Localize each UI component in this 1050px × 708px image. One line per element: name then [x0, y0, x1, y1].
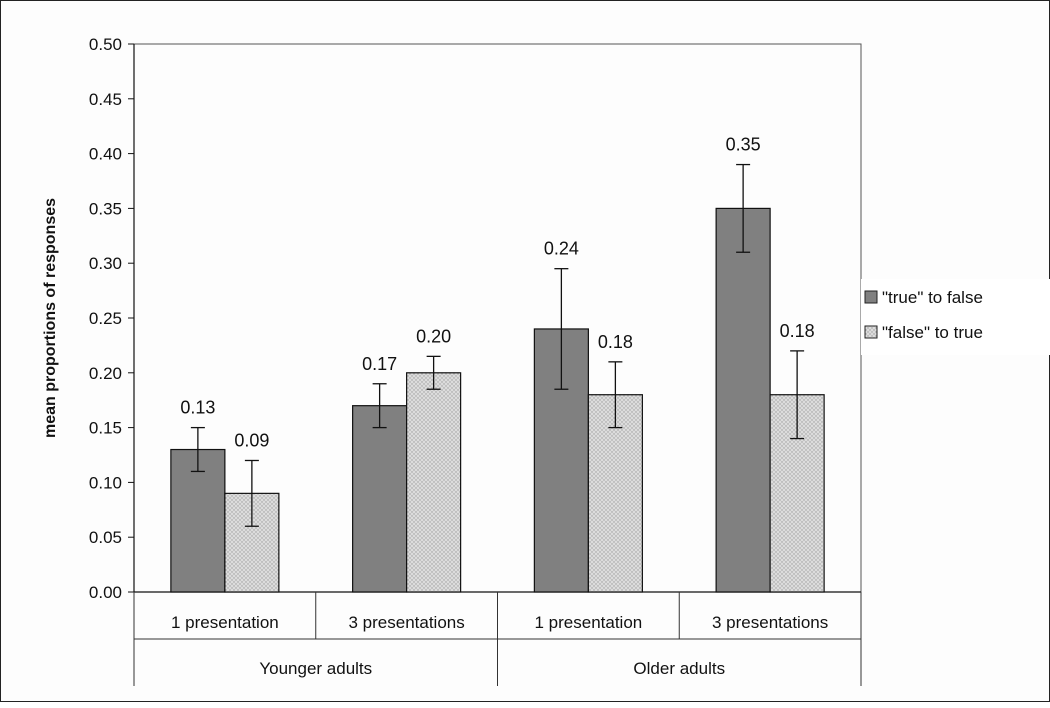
x-group-label: Older adults: [633, 659, 725, 678]
bar: [715, 207, 771, 593]
legend-entry-false-to-true: "false" to true: [864, 323, 983, 342]
y-tick-label: 0.30: [89, 254, 122, 273]
y-tick-label: 0.50: [89, 35, 122, 54]
data-label: 0.20: [416, 326, 451, 346]
bar: [170, 448, 226, 593]
y-tick-label: 0.05: [89, 528, 122, 547]
x-category-label: 1 presentation: [535, 613, 643, 632]
y-tick-label: 0.00: [89, 583, 122, 602]
legend-box: [861, 279, 1050, 355]
y-tick-label: 0.25: [89, 309, 122, 328]
data-label: 0.24: [544, 239, 579, 259]
y-tick-label: 0.10: [89, 473, 122, 492]
axes: 0.00 0.05 0.10 0.15 0.20 0.25 0.30 0.35 0.40 0.45…: [89, 35, 862, 686]
x-category-label: 3 presentations: [712, 613, 828, 632]
legend-swatch-false-to-true: [864, 325, 878, 339]
data-label: 0.13: [180, 398, 215, 418]
x-category-label: 3 presentations: [349, 613, 465, 632]
y-tick-label: 0.40: [89, 145, 122, 164]
y-axis-label: mean proportions of responses: [42, 198, 59, 438]
legend-label-true-to-false: "true" to false: [882, 288, 983, 307]
y-tick-label: 0.45: [89, 90, 122, 109]
legend: "true" to false "false" to true: [861, 279, 1050, 355]
data-label: 0.17: [362, 354, 397, 374]
bars: [170, 163, 825, 593]
y-tick-label: 0.15: [89, 419, 122, 438]
y-tick-label: 0.35: [89, 199, 122, 218]
x-category-label: 1 presentation: [171, 613, 279, 632]
data-label: 0.18: [780, 321, 815, 341]
data-label: 0.09: [234, 430, 269, 450]
legend-entry-true-to-false: "true" to false: [864, 288, 983, 307]
data-label: 0.18: [598, 332, 633, 352]
bar: [352, 405, 408, 593]
bar: [406, 372, 462, 593]
labels: 1 presentation 3 presentations 1 presentat…: [171, 135, 828, 678]
legend-swatch-true-to-false: [864, 290, 878, 304]
data-label: 0.35: [726, 135, 761, 155]
x-group-label: Younger adults: [259, 659, 372, 678]
y-tick-label: 0.20: [89, 364, 122, 383]
legend-label-false-to-true: "false" to true: [882, 323, 983, 342]
